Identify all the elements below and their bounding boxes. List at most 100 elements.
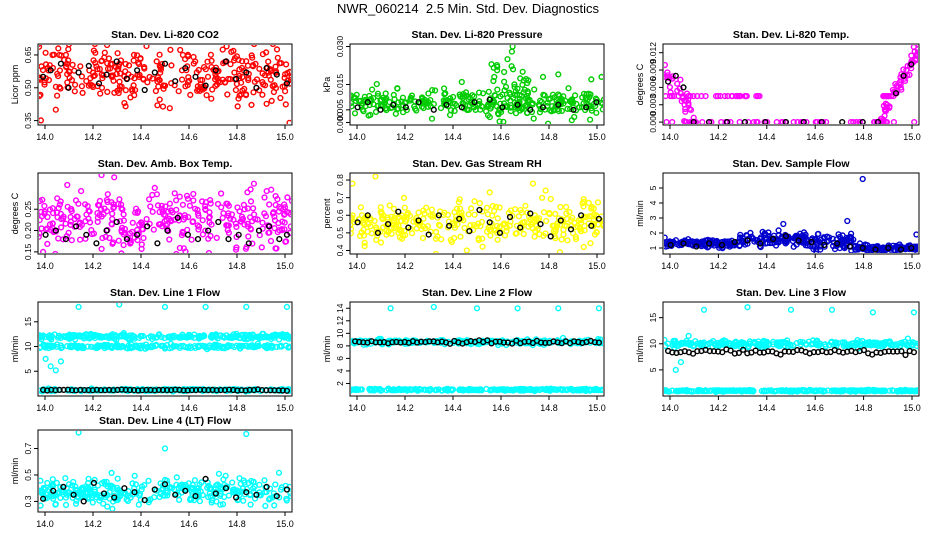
data-point [249,218,256,225]
data-point [711,341,718,348]
point-layer [39,431,291,511]
data-point [145,334,152,341]
highlight-point [70,491,77,498]
highlight-point [222,58,230,65]
x-tick-label: 14.0 [36,403,54,413]
data-point [554,220,561,228]
data-point [280,206,287,213]
data-point [455,199,463,206]
data-point [895,340,902,347]
data-point [103,196,111,204]
data-point [680,340,688,347]
data-point [491,227,498,234]
data-point [272,481,279,488]
data-point [157,221,164,228]
data-point [883,104,890,111]
data-point [44,213,51,221]
data-point [90,47,98,54]
data-point [110,77,117,84]
data-point [377,204,384,211]
y-tick-label: 0.6 [335,209,345,221]
data-point [353,91,360,98]
data-point [168,333,176,340]
data-point [677,76,684,83]
data-point [155,83,162,90]
data-point [250,89,257,96]
data-point [42,49,49,56]
x-tick-label: 15.0 [588,132,606,142]
data-point [94,218,101,226]
highlight-point [583,104,590,111]
data-point [507,97,514,104]
data-point [883,92,890,100]
highlight-point [705,240,713,247]
data-point [111,89,118,96]
data-point [373,236,380,244]
data-point [545,120,552,124]
data-point [486,189,493,196]
data-point [793,340,800,347]
data-point [56,201,64,208]
data-point [573,100,580,108]
highlight-point [723,119,731,124]
highlight-point [385,221,392,228]
data-point [544,386,551,394]
highlight-point [570,106,577,113]
data-point [180,245,187,252]
data-point [107,344,115,351]
panel-title: Stan. Dev. Gas Stream RH [412,158,541,170]
data-point [134,343,141,350]
data-point [784,388,792,395]
y-tick-label: 0.000 [335,112,345,134]
data-point [284,194,291,201]
highlight-point [898,348,905,355]
data-point [568,96,576,103]
highlight-point [192,493,199,500]
highlight-point [508,340,516,347]
highlight-point [739,346,747,353]
data-point [115,237,122,244]
data-point [406,212,414,219]
highlight-point [143,386,150,394]
data-point [399,94,407,101]
data-point [747,388,754,395]
highlight-point [405,224,412,231]
data-point [44,479,51,487]
data-point [447,95,454,102]
y-tick-label: 6 [335,356,345,361]
data-point [236,75,243,82]
data-point [698,92,705,100]
data-point [896,79,903,86]
highlight-point [273,71,280,78]
x-tick-label: 14.4 [444,132,462,142]
data-point [771,388,778,395]
data-point [256,65,263,72]
y-tick-label: 15 [648,313,658,323]
data-point [434,233,441,240]
highlight-point [151,486,158,493]
data-point [555,71,562,78]
data-point [93,63,100,70]
y-tick-label: 0.7 [23,442,33,454]
data-point [196,223,203,230]
data-point [726,340,733,347]
data-point [98,174,105,179]
data-point [283,497,290,504]
data-point [273,46,281,53]
highlight-point [718,241,726,249]
data-point [515,213,523,220]
data-point [274,54,281,61]
data-point [192,344,199,352]
highlight-point [39,73,47,80]
highlight-point [667,241,674,249]
data-point [287,493,291,500]
data-point [239,58,246,65]
data-point [549,91,557,98]
data-point [890,387,897,394]
data-point [415,209,422,216]
data-point [729,387,736,394]
data-point [100,500,107,507]
data-point [803,341,810,348]
data-point [107,482,115,489]
